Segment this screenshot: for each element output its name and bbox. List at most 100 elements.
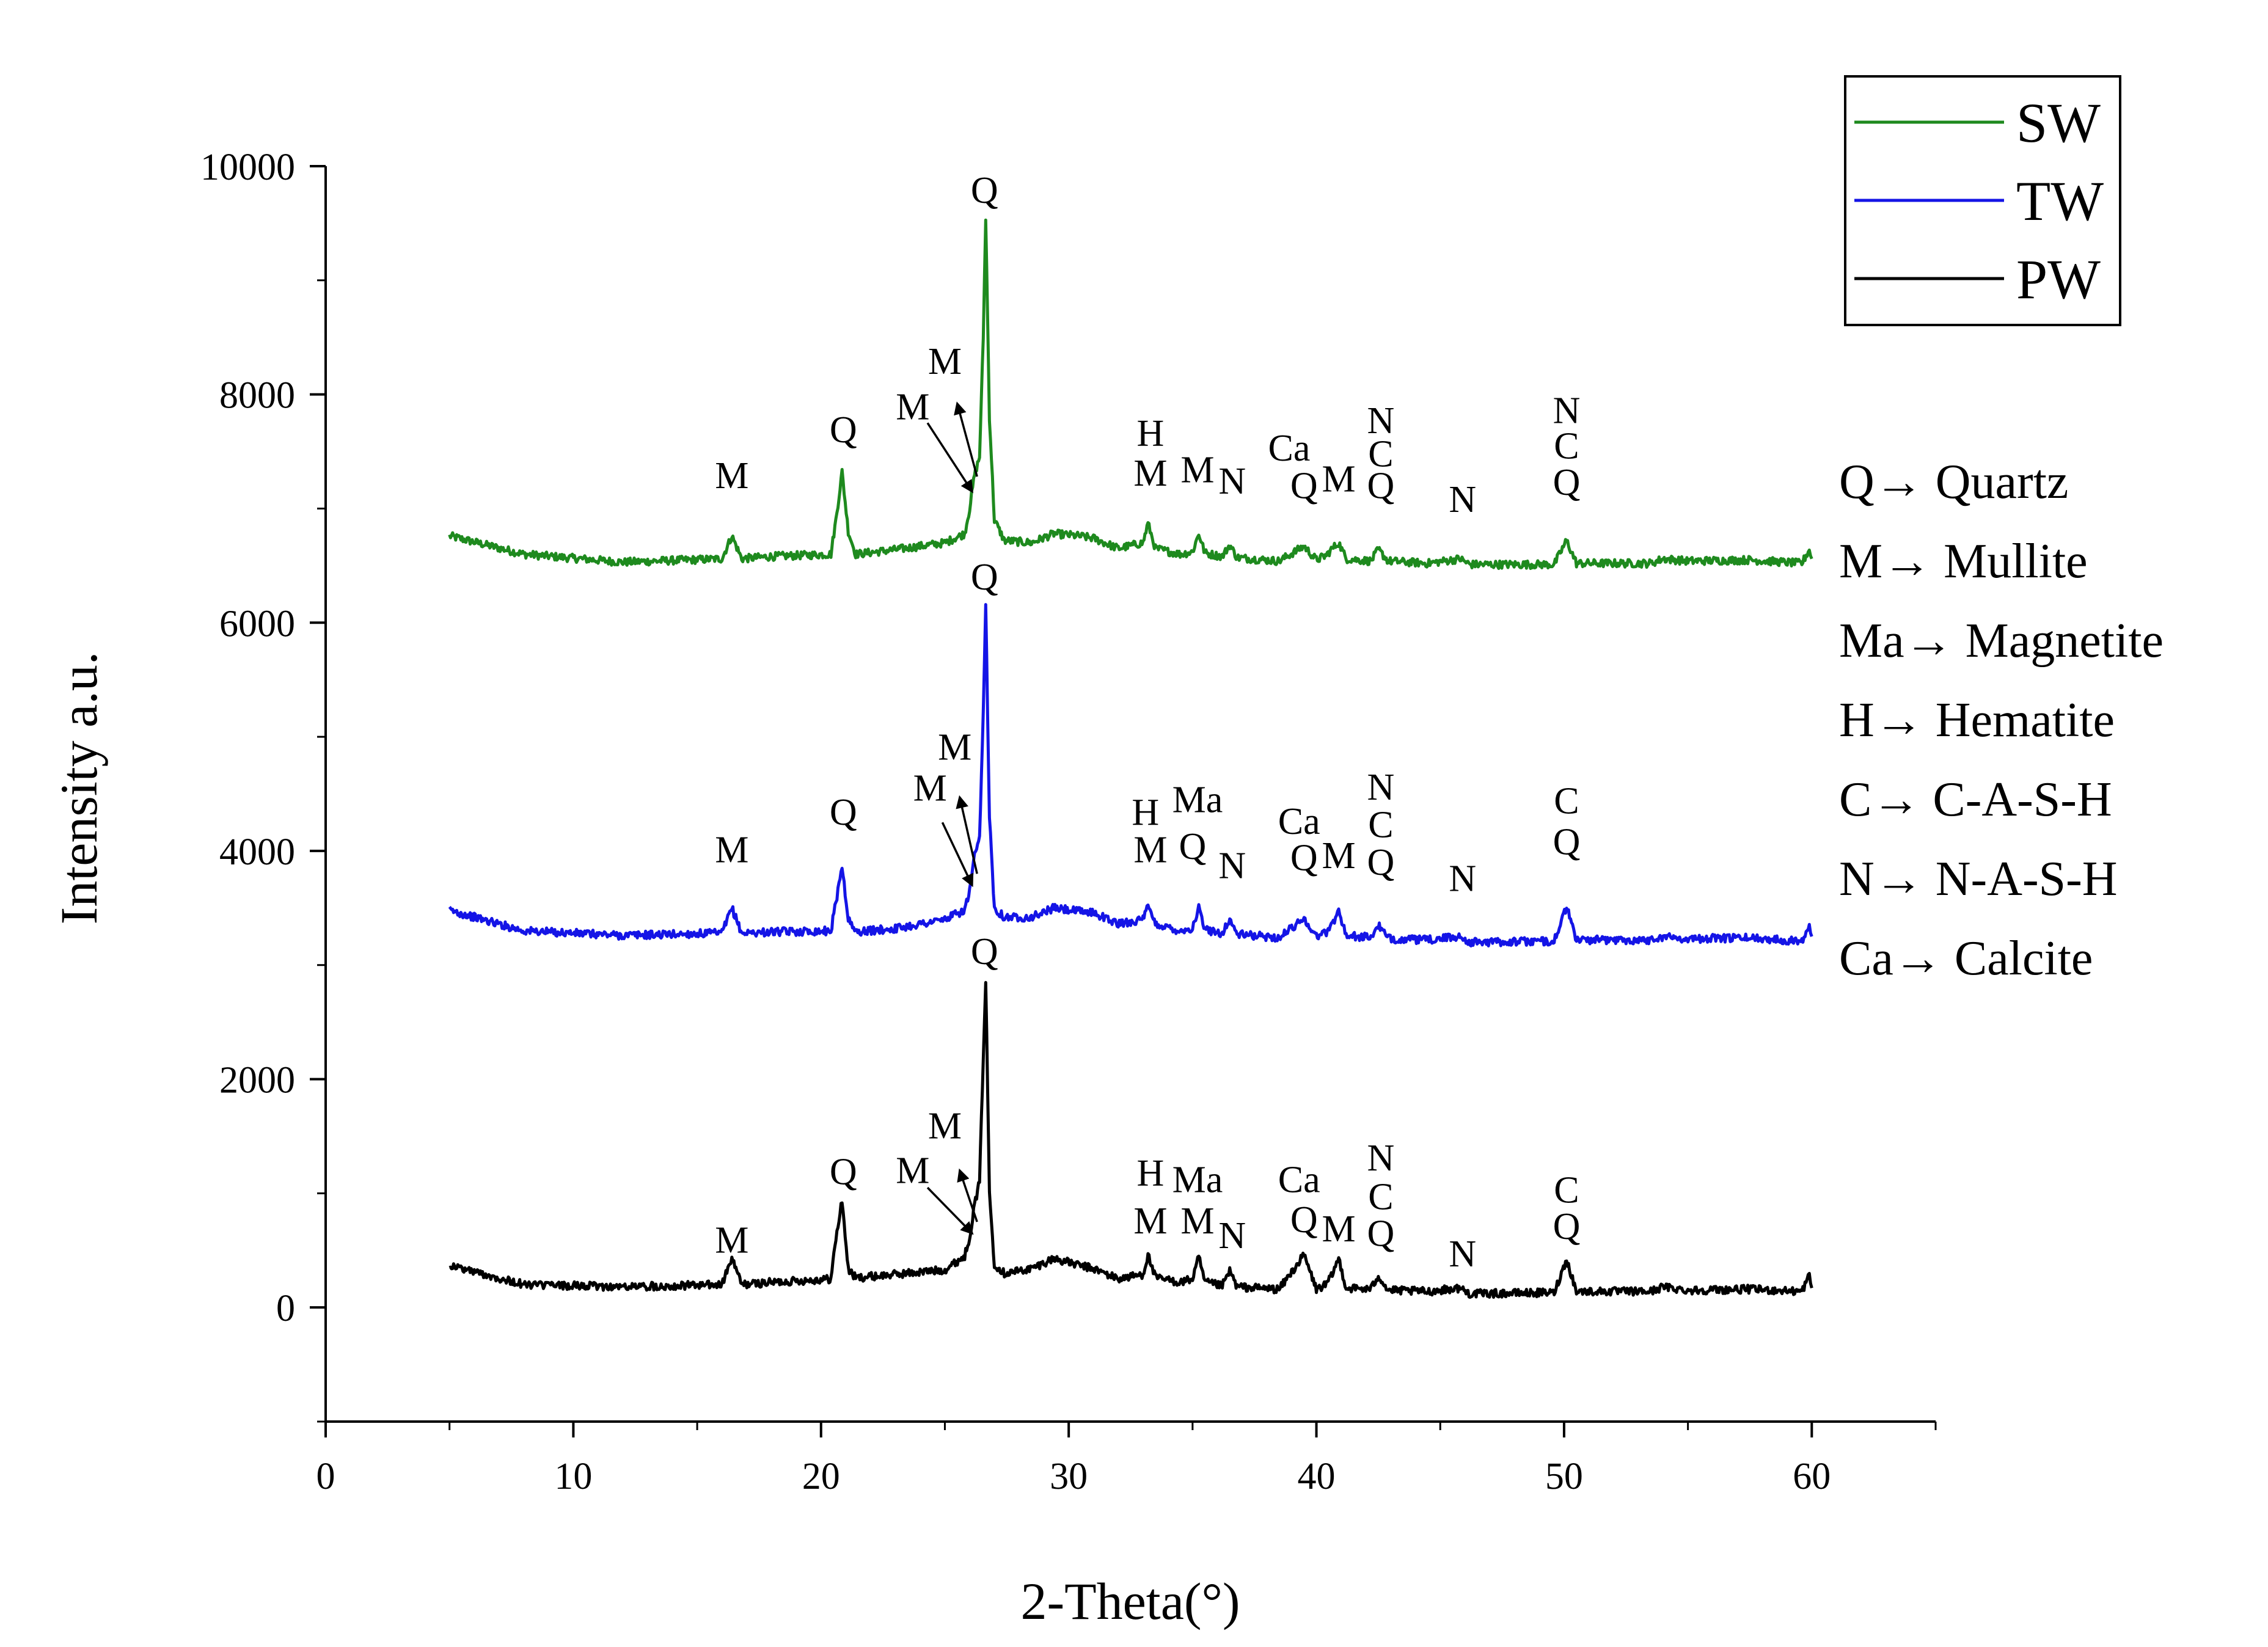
y-tick-label: 10000 bbox=[200, 147, 295, 188]
peak-label: N bbox=[1367, 1138, 1395, 1179]
x-axis-title: 2-Theta(°) bbox=[1020, 1572, 1240, 1631]
peak-arrow-tw bbox=[941, 822, 974, 888]
peak-label: N bbox=[1218, 845, 1246, 887]
peak-label: H bbox=[1137, 413, 1165, 455]
peak-label: Q bbox=[830, 409, 857, 451]
peak-label: Q bbox=[971, 557, 998, 598]
axes: 0 10 20 30 40 50 60 0 2000 4000 6000 8000 10000 bbox=[200, 147, 1937, 1497]
peak-label: C bbox=[1554, 780, 1579, 822]
peak-label: M bbox=[715, 830, 748, 871]
peak-label: M bbox=[1322, 835, 1355, 877]
peak-label: N bbox=[1449, 1233, 1476, 1275]
peak-label: M bbox=[913, 768, 947, 809]
peak-label: N bbox=[1553, 390, 1581, 431]
phase-key-item: Q→ Quartz bbox=[1839, 455, 2068, 509]
peak-label: N bbox=[1218, 461, 1246, 502]
x-tick-label: 30 bbox=[1050, 1456, 1088, 1497]
x-tick-label: 20 bbox=[802, 1456, 840, 1497]
peak-label: Q bbox=[830, 792, 857, 833]
y-tick-label: 0 bbox=[276, 1288, 295, 1329]
peak-label: Q bbox=[1367, 842, 1395, 883]
peak-label: C bbox=[1554, 1169, 1579, 1211]
peak-label: M bbox=[715, 1220, 748, 1262]
peak-label: M bbox=[1322, 458, 1355, 500]
phase-key-item: N→ N-A-S-H bbox=[1839, 852, 2118, 906]
peak-label: H bbox=[1132, 792, 1159, 833]
y-tick-label: 2000 bbox=[219, 1060, 295, 1101]
peak-arrow-pw bbox=[957, 1168, 978, 1222]
phase-key: Q→ Quartz M→ Mullite Ma→ Magnetite H→ Hemat… bbox=[1839, 455, 2164, 985]
x-tick-label: 0 bbox=[316, 1456, 335, 1497]
y-tick-label: 6000 bbox=[219, 603, 295, 645]
peak-label: M bbox=[928, 1106, 962, 1147]
legend: SW TW PW bbox=[1844, 75, 2121, 326]
peak-label: Ca bbox=[1268, 428, 1311, 469]
x-tick-label: 10 bbox=[554, 1456, 592, 1497]
peak-arrow-pw bbox=[926, 1186, 974, 1235]
peak-label: N bbox=[1367, 767, 1395, 808]
peak-arrow-sw bbox=[954, 401, 978, 477]
peak-label: M bbox=[1180, 1200, 1214, 1242]
peak-label: M bbox=[896, 1150, 929, 1192]
legend-label-pw: PW bbox=[2016, 248, 2101, 310]
x-ticks: 0 10 20 30 40 50 60 bbox=[316, 1422, 1937, 1497]
peak-label: Q bbox=[1367, 1213, 1395, 1254]
y-tick-label: 4000 bbox=[219, 831, 295, 873]
peak-label: M bbox=[1180, 449, 1214, 491]
peak-label: Q bbox=[1290, 838, 1318, 879]
peak-label: N bbox=[1449, 858, 1476, 899]
peak-label: Ca bbox=[1278, 801, 1320, 842]
peak-label: Q bbox=[971, 931, 998, 973]
peak-label: M bbox=[1322, 1208, 1355, 1250]
peak-arrow-tw bbox=[956, 795, 978, 874]
peak-label: C bbox=[1368, 804, 1393, 845]
series-layer bbox=[448, 218, 1813, 1299]
peak-label: C bbox=[1368, 433, 1393, 475]
peak-label: C bbox=[1554, 425, 1579, 467]
peak-label: Q bbox=[1367, 466, 1395, 507]
peak-label: N bbox=[1449, 479, 1476, 520]
legend-label-tw: TW bbox=[2016, 170, 2104, 232]
phase-key-item: Ca→ Calcite bbox=[1839, 932, 2093, 985]
peak-label: M bbox=[1133, 453, 1167, 494]
peak-label: Q bbox=[1553, 1206, 1581, 1247]
phase-key-item: H→ Hematite bbox=[1839, 693, 2115, 747]
peak-label: M bbox=[715, 455, 748, 497]
x-tick-label: 60 bbox=[1793, 1456, 1831, 1497]
y-ticks: 0 2000 4000 6000 8000 10000 bbox=[200, 147, 326, 1423]
peak-label: Q bbox=[1553, 462, 1581, 503]
peak-label: Q bbox=[1290, 1199, 1318, 1241]
phase-key-item: Ma→ Magnetite bbox=[1839, 614, 2164, 668]
peak-label: Q bbox=[1179, 826, 1206, 867]
peak-label: Q bbox=[1290, 466, 1318, 507]
y-axis-title: Intensity a.u. bbox=[49, 652, 108, 925]
phase-key-item: M→ Mullite bbox=[1839, 535, 2088, 588]
peak-label: M bbox=[1133, 1200, 1167, 1242]
peak-label: M bbox=[928, 341, 962, 382]
series-line-tw bbox=[448, 603, 1813, 948]
peak-label: M bbox=[896, 387, 929, 428]
peak-label: H bbox=[1137, 1152, 1165, 1194]
peak-label: M bbox=[938, 726, 971, 768]
series-line-pw bbox=[448, 981, 1813, 1299]
peak-label: N bbox=[1367, 400, 1395, 442]
peak-label: N bbox=[1218, 1215, 1246, 1257]
peak-label: Ma bbox=[1172, 1159, 1223, 1200]
x-tick-label: 50 bbox=[1545, 1456, 1583, 1497]
legend-label-sw: SW bbox=[2016, 92, 2101, 154]
peak-label: M bbox=[1133, 830, 1167, 871]
series-line-sw bbox=[448, 218, 1813, 570]
peak-label: Q bbox=[971, 170, 998, 211]
arrow-layer bbox=[926, 401, 978, 1235]
peak-label: Q bbox=[1553, 822, 1581, 863]
peak-label: Ma bbox=[1172, 779, 1223, 820]
phase-key-item: C→ C-A-S-H bbox=[1839, 773, 2112, 827]
peak-label: Ca bbox=[1278, 1159, 1320, 1200]
y-tick-label: 8000 bbox=[219, 375, 295, 417]
x-tick-label: 40 bbox=[1298, 1456, 1336, 1497]
peak-label: Q bbox=[830, 1151, 857, 1192]
peak-label: C bbox=[1368, 1177, 1393, 1218]
peak-arrow-sw bbox=[926, 422, 973, 494]
